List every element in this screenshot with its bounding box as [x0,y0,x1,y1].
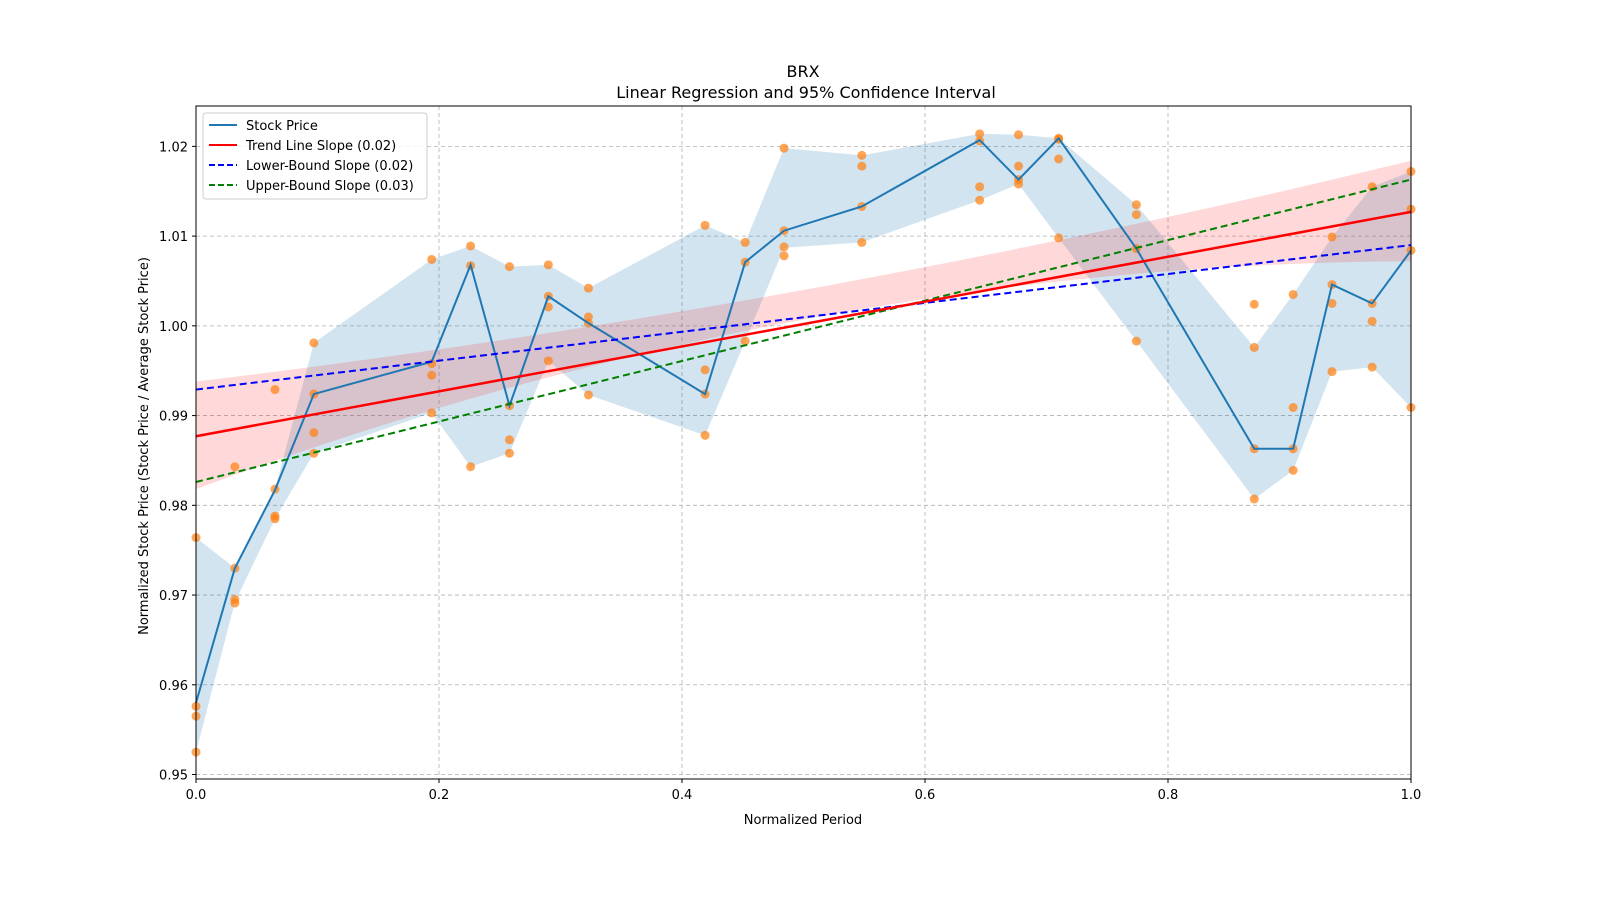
scatter-point [309,428,319,438]
scatter-point [1014,161,1024,171]
scatter-point [1054,154,1064,164]
scatter-point [543,260,553,270]
y-tick-label: 0.99 [159,410,188,425]
legend-label: Lower-Bound Slope (0.02) [246,159,413,174]
scatter-point [1327,232,1337,242]
scatter-point [857,161,867,171]
scatter-point [230,598,240,608]
scatter-point [975,129,985,139]
x-axis-label: Normalized Period [744,813,862,828]
scatter-point [1131,336,1141,346]
x-tick-label: 0.8 [1158,788,1179,803]
scatter-point [1288,465,1298,475]
trend-line [195,210,1412,438]
y-tick-label: 0.95 [159,769,188,784]
y-tick-label: 1.00 [159,320,188,335]
scatter-point [270,385,280,395]
chart-title: BRX [786,62,819,81]
y-tick-label: 0.96 [159,679,188,694]
scatter-point [700,220,710,230]
scatter-point [427,254,437,264]
chart-subtitle: Linear Regression and 95% Confidence Int… [616,83,996,102]
scatter-point [700,430,710,440]
scatter-point [975,182,985,192]
plot-frame [195,105,1412,780]
lower-bound-line [195,244,1412,391]
scatter-point [466,241,476,251]
scatter-point [1249,342,1259,352]
y-tick-label: 1.02 [159,140,188,155]
legend-label: Upper-Bound Slope (0.03) [246,179,414,194]
scatter-point [1288,289,1298,299]
stock-band-area [196,133,1411,753]
scatter-point [1014,130,1024,140]
scatter-point [1249,494,1259,504]
x-tick-label: 1.0 [1401,788,1422,803]
ci-band-area [196,160,1411,490]
scatter-point [1014,179,1024,189]
scatter-point [857,237,867,247]
scatter-point [504,448,514,458]
scatter-point [583,390,593,400]
stock-price-line [195,136,1412,704]
x-tick-label: 0.2 [429,788,450,803]
scatter-point [427,370,437,380]
scatter-point [504,262,514,272]
scatter-point [466,462,476,472]
legend-box [202,112,428,200]
regression-confidence-band [196,160,1411,490]
scatter-point [1131,210,1141,220]
scatter-point [583,283,593,293]
x-tick-label: 0.0 [186,788,207,803]
scatter-point [1131,200,1141,210]
scatter-point [1288,403,1298,413]
scatter-point [1367,362,1377,372]
scatter-point [740,237,750,247]
scatter-point [230,462,240,472]
y-tick-label: 0.98 [159,499,188,514]
scatter-point [1367,316,1377,326]
y-axis-label: Normalized Stock Price (Stock Price / Av… [137,257,152,635]
series-lines [195,136,1412,704]
y-tick-label: 1.01 [159,230,188,245]
scatter-point [270,514,280,524]
scatter-point [975,195,985,205]
scatter-point [1054,233,1064,243]
stock-confidence-band [196,133,1411,753]
y-axis: 0.95 0.96 0.97 0.98 0.99 1.00 1.01 1.02 [159,140,196,784]
scatter-point [583,312,593,322]
scatter-point [1327,298,1337,308]
y-tick-label: 0.97 [159,589,188,604]
scatter-point [779,242,789,252]
scatter-point [779,251,789,261]
scatter-point [309,338,319,348]
scatter-point [779,143,789,153]
scatter-point [857,150,867,160]
x-axis: 0.0 0.2 0.4 0.6 0.8 1.0 [186,779,1422,803]
scatter-point [504,435,514,445]
legend-label: Stock Price [246,119,318,134]
x-tick-label: 0.6 [915,788,936,803]
scatter-point [740,336,750,346]
legend-label: Trend Line Slope (0.02) [245,139,396,154]
legend: Stock Price Trend Line Slope (0.02) Lower-… [202,112,428,200]
scatter-point [700,365,710,375]
x-tick-label: 0.4 [672,788,693,803]
scatter-point [1249,299,1259,309]
scatter-point [543,356,553,366]
scatter-point [427,408,437,418]
scatter-point [1327,367,1337,377]
